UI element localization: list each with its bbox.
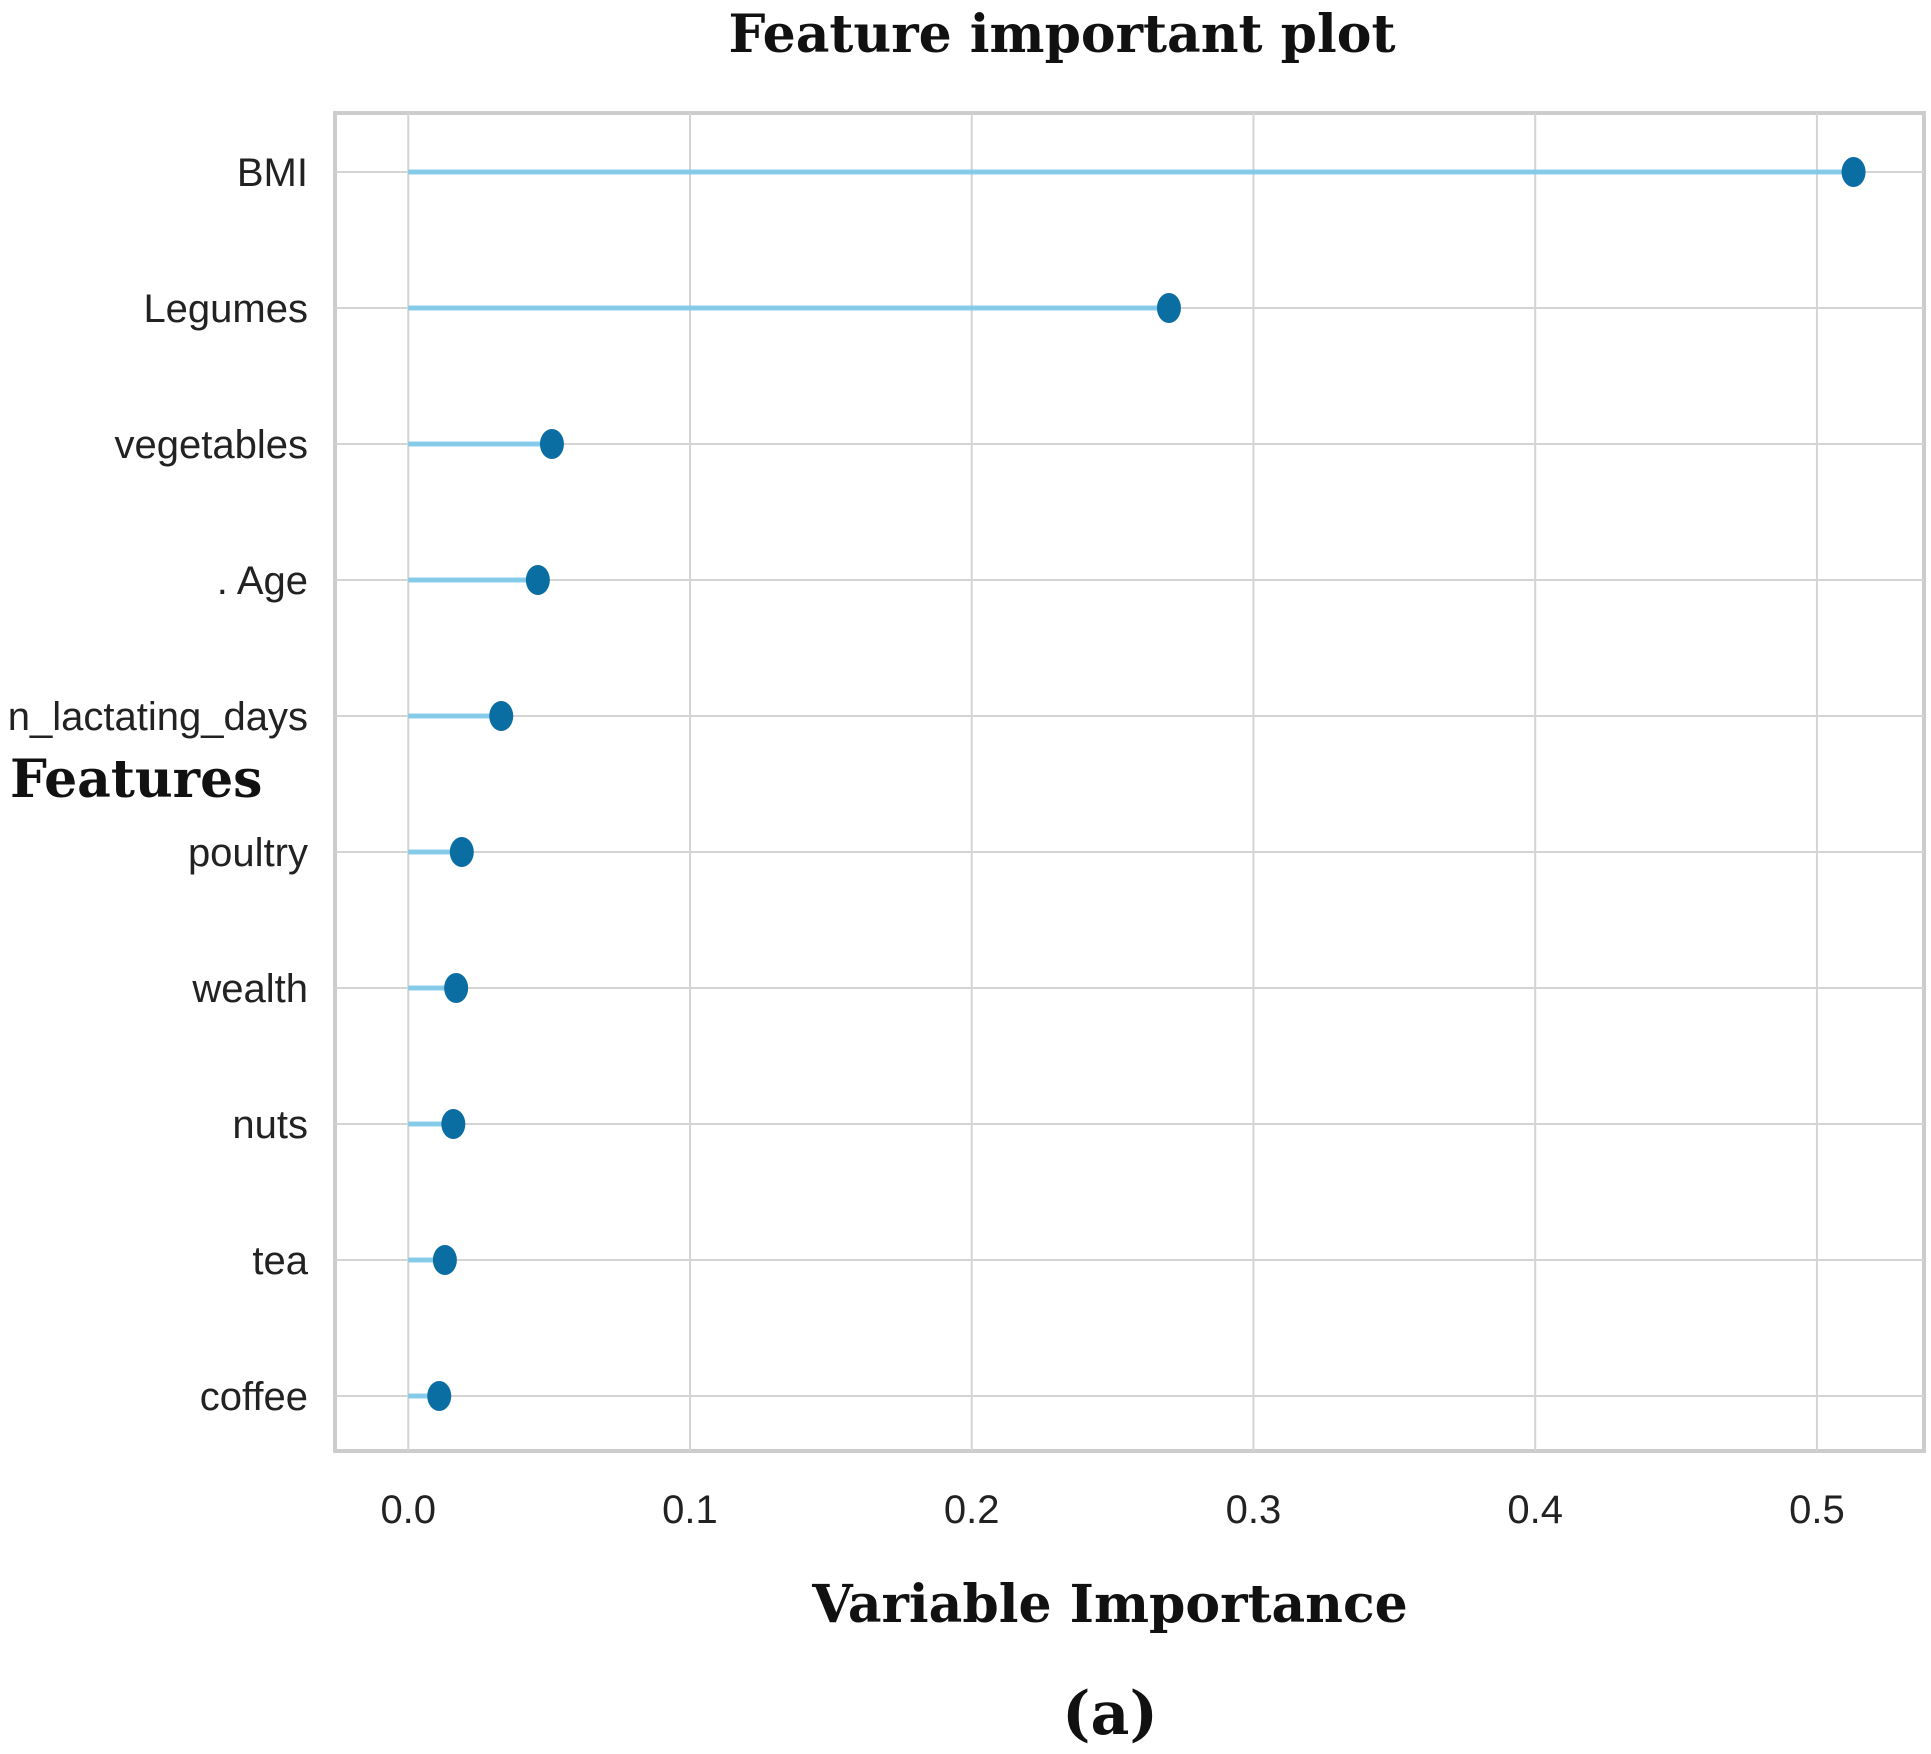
- y-tick-label: . Age: [217, 559, 308, 603]
- plot-frame: [333, 111, 1926, 1453]
- x-tick-label: 0.5: [1789, 1488, 1845, 1532]
- chart-title: Feature important plot: [729, 4, 1396, 65]
- y-axis-title: Features: [10, 749, 262, 810]
- y-tick-label: BMI: [237, 151, 308, 195]
- x-tick-label: 0.2: [944, 1488, 1000, 1532]
- data-point: [444, 973, 469, 1003]
- data-point: [539, 429, 564, 459]
- x-axis-title: Variable Importance: [811, 1574, 1407, 1635]
- x-tick-label: 0.4: [1507, 1488, 1563, 1532]
- data-point: [525, 565, 550, 595]
- x-tick-label: 0.3: [1226, 1488, 1282, 1532]
- data-point: [489, 701, 514, 731]
- data-point: [427, 1381, 452, 1411]
- y-tick-label: n_lactating_days: [8, 695, 308, 739]
- data-point: [1156, 293, 1181, 323]
- y-tick-label: poultry: [188, 831, 308, 875]
- y-tick-label: vegetables: [115, 423, 308, 467]
- data-point: [1841, 157, 1866, 187]
- panel-label: (a): [1062, 1679, 1158, 1749]
- y-tick-label: wealth: [191, 967, 308, 1011]
- y-tick-label: nuts: [232, 1103, 308, 1147]
- x-tick-label: 0.1: [662, 1488, 718, 1532]
- x-tick-label: 0.0: [380, 1488, 436, 1532]
- y-tick-label: Legumes: [143, 287, 308, 331]
- data-point: [449, 837, 474, 867]
- y-tick-label: tea: [252, 1239, 308, 1283]
- data-point: [432, 1245, 457, 1275]
- y-tick-label: coffee: [200, 1375, 308, 1419]
- plot-area: 0.0 0.1 0.2 0.3 0.4 0.5 BMI Legumes vegetables . …: [8, 111, 1926, 1532]
- data-point: [441, 1109, 466, 1139]
